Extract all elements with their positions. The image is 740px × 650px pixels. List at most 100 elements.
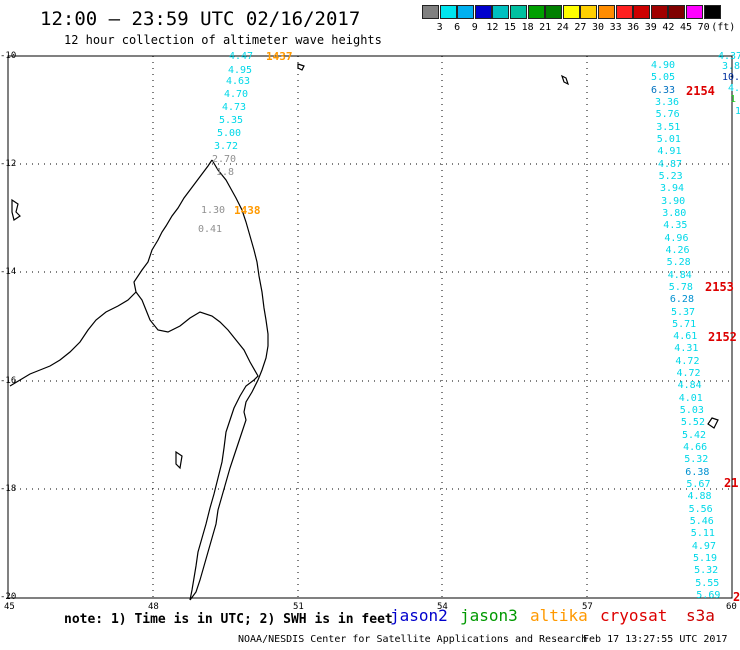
wave-height-value: 4.88 [687,491,712,503]
lat-label: -16 [0,376,17,386]
wave-height-value: 5.35 [219,115,244,126]
legend-swatch [598,5,615,19]
wave-height-value: 3.80 [662,207,687,219]
small-island [11,198,21,221]
wave-height-value: 4.97 [691,540,716,552]
legend-tick: 30 [591,22,605,33]
wave-height-value: 5.76 [655,109,680,121]
satellite-s3a: s3a [686,606,715,625]
wave-height-value: 5.19 [693,553,718,565]
wave-height-value: 4.61 [673,331,698,343]
legend-swatch [527,5,545,19]
lon-label: 51 [293,602,304,612]
lat-lon-grid [8,56,732,598]
wave-height-value: 5.28 [666,257,691,269]
wave-height-value: 4.84 [667,269,692,281]
wave-height-value: 3.94 [660,183,685,195]
wave-height-value: 4.72 [676,368,701,380]
small-island [175,450,183,470]
map-subtitle: 12 hour collection of altimeter wave hei… [64,33,382,47]
lat-label: -14 [0,267,17,277]
satellite-altika: altika [530,606,588,625]
wave-height-value: 5.69 [696,590,721,601]
wave-height-value: 4.26 [665,244,690,256]
west-coast-detail [9,291,137,387]
lon-label: 60 [726,602,737,612]
wave-height-value: 6.38 [685,466,710,478]
wave-height-value: 4.66 [683,442,708,454]
legend-tick: 39 [644,22,657,33]
lat-label: -18 [0,484,17,494]
satellite-cryosat: cryosat [600,606,668,625]
lon-label: 54 [437,602,448,612]
wave-height-value: 6.33 [651,84,676,96]
wave-height-value: 5.71 [672,318,697,330]
wave-height-value: 1.30 [201,205,226,216]
wave-height-value: 1 [735,106,740,117]
lon-label: 57 [582,602,593,612]
wave-height-value: 2 [733,590,740,604]
lon-label: 45 [4,602,15,612]
small-island [560,74,570,86]
small-island [297,63,305,71]
lat-label: -12 [0,159,17,169]
wave-height-value: 5.37 [671,306,696,318]
wave-height-value: 1 [730,94,737,105]
lon-label: 48 [148,602,159,612]
legend-swatch [439,5,457,19]
legend-unit: (ft) [711,22,736,33]
wave-height-value: 4.31 [674,343,699,355]
wave-height-value: 4.72 [675,355,700,367]
wave-height-value: 5.05 [651,72,676,84]
wave-height-value: 5.55 [695,577,720,589]
legend-swatch [510,5,527,19]
satellite-jason2: jason2 [390,606,448,625]
legend-swatch [633,5,651,19]
note-text: note: 1) Time is in UTC; 2) SWH is in fe… [64,612,393,627]
wave-height-value: 5.56 [688,503,713,515]
satellite-jason3: jason3 [460,606,518,625]
wave-height-value: 4.95 [228,65,253,76]
legend-tick: 21 [539,22,552,33]
wave-height-value: 4. [728,83,740,94]
legend-swatch [650,5,668,19]
legend-tick: 45 [679,22,693,33]
generated-timestamp: Feb 17 13:27:55 UTC 2017 [583,634,728,645]
wave-height-value: 2152 [708,330,737,344]
wave-height-value: 5.67 [686,479,711,491]
legend-tick: 3 [436,22,443,33]
map-frame [7,55,733,599]
legend-tick: 27 [574,22,587,33]
legend-tick: 6 [454,22,461,33]
wave-height-value: 1438 [234,204,261,217]
wave-height-value: 5.42 [682,429,707,441]
legend-tick: 12 [486,22,499,33]
legend-swatch [580,5,598,19]
wave-height-value: 3.72 [214,141,239,152]
map-title: 12:00 – 23:59 UTC 02/16/2017 [40,8,361,30]
wave-height-value: 2153 [705,280,734,294]
wave-height-value: 5.00 [217,128,242,139]
legend-swatch [474,5,492,19]
legend-swatch [562,5,580,19]
lat-label: -10 [0,51,17,61]
wave-height-value: 4.35 [663,220,688,232]
wave-height-value: 3.90 [661,195,686,207]
legend-tick: 24 [556,22,569,33]
legend-tick: 18 [521,22,534,33]
wave-height-value: 5.01 [656,133,681,145]
wave-height-value: 0.41 [198,224,223,235]
wave-height-value: 4.01 [678,392,703,404]
legend-swatch [457,5,475,19]
wave-height-value: 4.73 [222,102,247,113]
lat-label: -20 [0,592,17,602]
wave-height-value: 3.8 [722,61,740,72]
wave-height-value: 10.7 [722,72,740,83]
wave-height-value: 3.36 [655,96,680,108]
wave-height-value: 4.90 [651,60,676,71]
wave-height-value: 5.11 [690,528,715,540]
legend-tick: 36 [627,22,640,33]
legend-tick: 70 [697,22,710,33]
wave-height-value: 21 [724,476,739,490]
